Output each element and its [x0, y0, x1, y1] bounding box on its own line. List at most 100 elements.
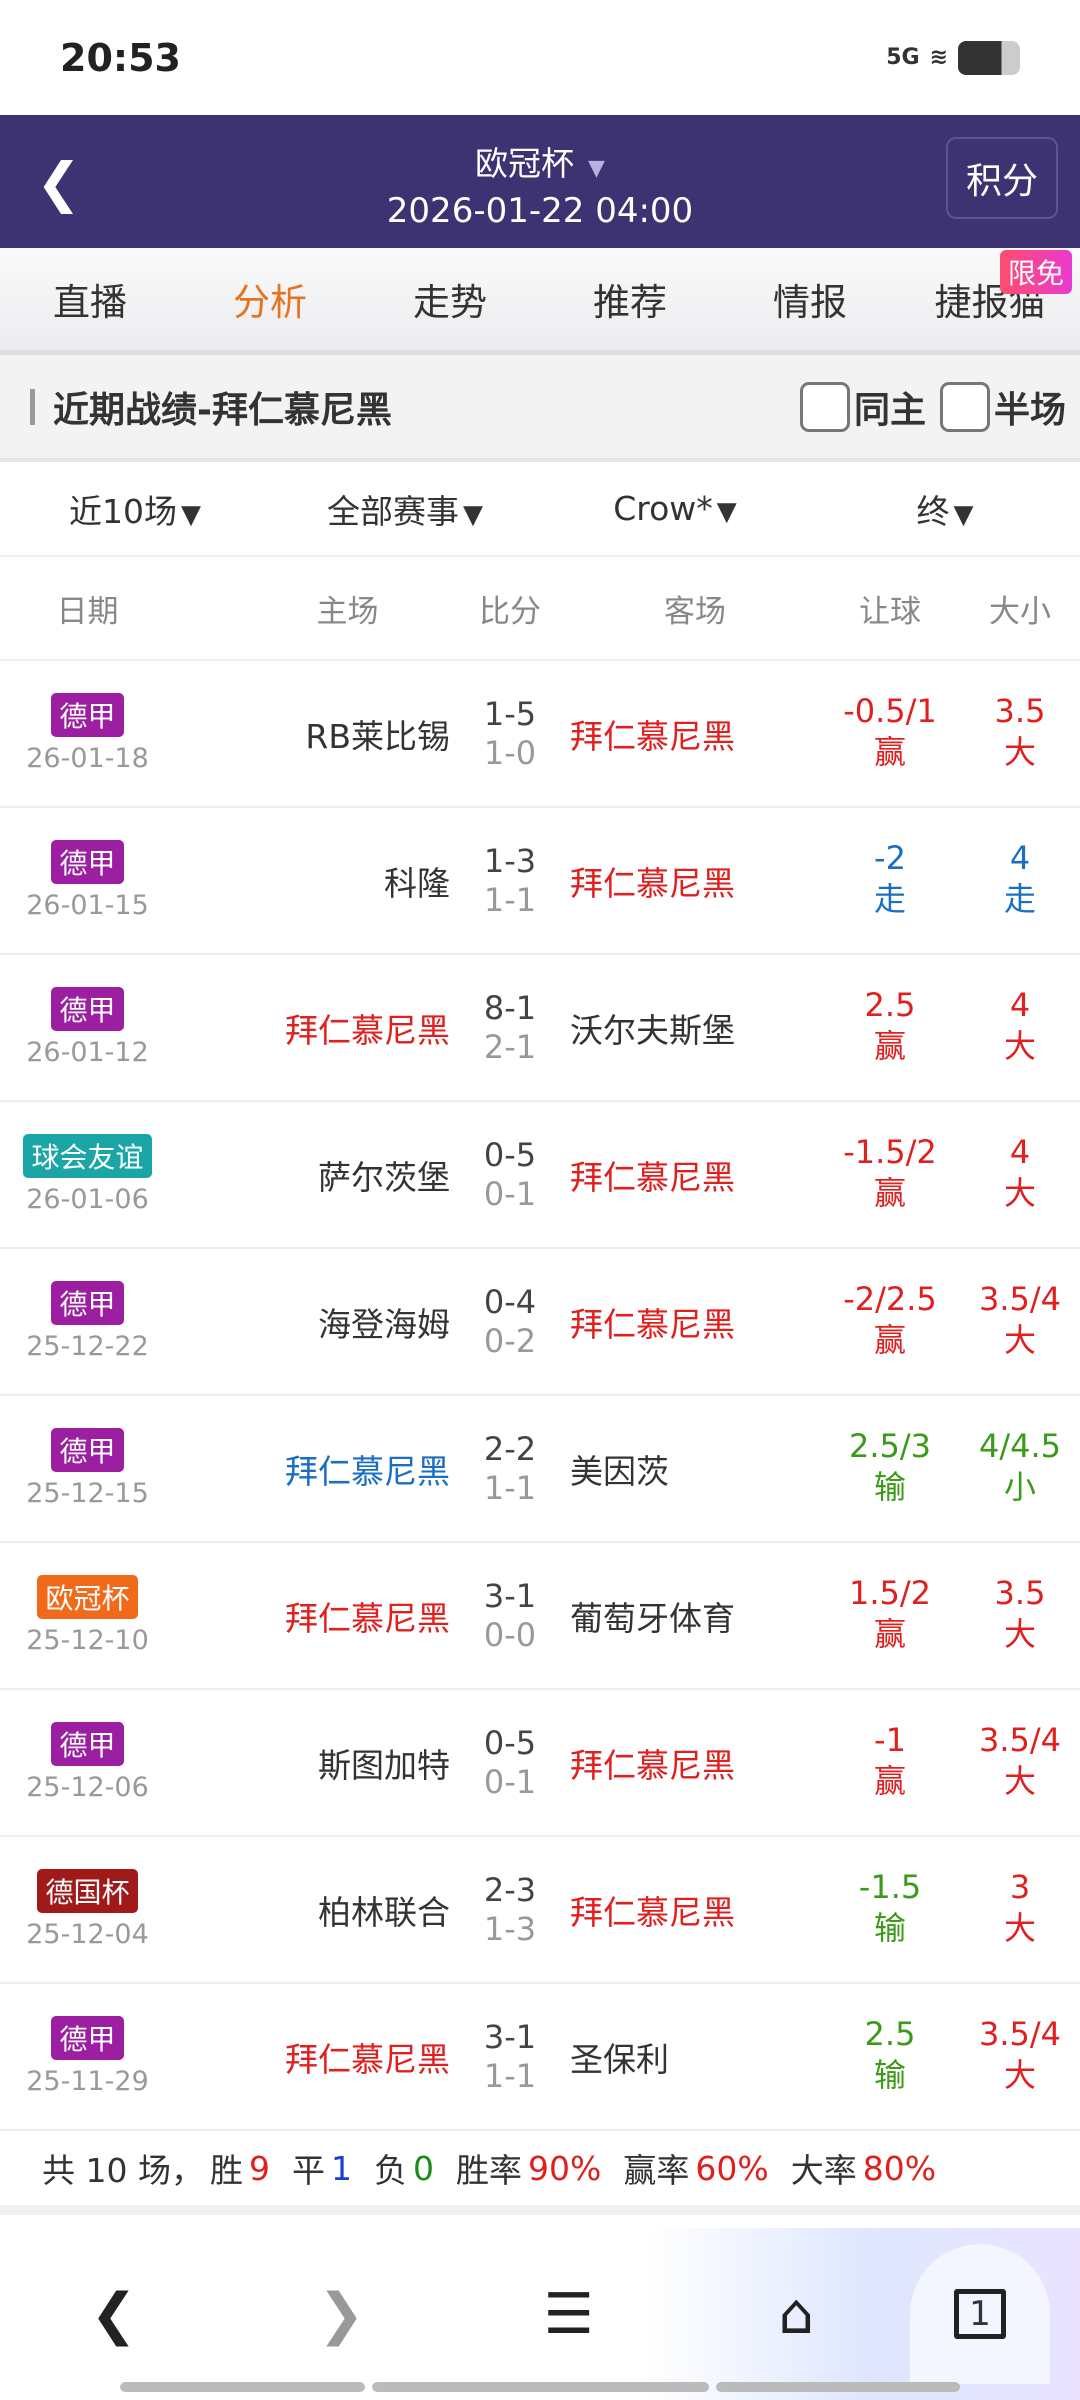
away-team: 美因茨 — [570, 1451, 669, 1491]
half-score: 1-1 — [483, 880, 537, 919]
ou-result: 大 — [1003, 1027, 1036, 1066]
home-icon[interactable]: ⌂ — [778, 2281, 815, 2347]
tabs-button[interactable]: 1 — [910, 2244, 1050, 2384]
handicap-result: 走 — [873, 880, 906, 919]
match-date: 25-11-29 — [26, 2066, 149, 2097]
total-label: 共 10 场， — [42, 2151, 204, 2190]
table-row[interactable]: 球会友谊 26-01-06 萨尔茨堡 0-5 0-1 拜仁慕尼黑 -1.5/2 赢 4… — [0, 1102, 1080, 1249]
menu-icon[interactable]: ☰ — [543, 2281, 594, 2347]
section-title: 近期战绩-拜仁慕尼黑 — [53, 389, 392, 431]
match-date: 26-01-12 — [26, 1037, 149, 1068]
same-home-checkbox[interactable]: 同主 — [799, 381, 926, 433]
half-score: 1-1 — [483, 2056, 537, 2095]
section-header: 近期战绩-拜仁慕尼黑 同主 半场 — [0, 355, 1080, 462]
filter-dropdown-3[interactable]: 终 ▼ — [810, 485, 1080, 533]
tab-0[interactable]: 直播 — [53, 281, 127, 324]
filter-dropdown-2[interactable]: Crow* ▼ — [540, 489, 810, 528]
league-badge: 德甲 — [51, 840, 124, 884]
handicap-line: -1.5/2 — [843, 1132, 937, 1171]
back-nav-icon[interactable]: ❮ — [90, 2281, 138, 2347]
handicap-result: 输 — [873, 1909, 906, 1948]
handicap-result: 输 — [873, 1468, 906, 1507]
table-row[interactable]: 德甲 25-12-06 斯图加特 0-5 0-1 拜仁慕尼黑 -1 赢 3.5/4 大 — [0, 1690, 1080, 1837]
ou-line: 4 — [1009, 1132, 1031, 1171]
tab-4[interactable]: 情报 — [773, 281, 847, 324]
half-score: 1-3 — [483, 1909, 537, 1948]
league-badge: 德甲 — [51, 2016, 124, 2060]
away-team: 拜仁慕尼黑 — [570, 1745, 735, 1785]
home-team: RB莱比锡 — [305, 716, 450, 756]
full-score: 0-5 — [483, 1724, 537, 1763]
col-home: 主场 — [316, 593, 379, 630]
handicap-line: 1.5/2 — [848, 1573, 932, 1612]
handicap-line: 2.5/3 — [848, 1426, 932, 1465]
handicap-line: -2/2.5 — [843, 1279, 937, 1318]
ou-result: 大 — [1003, 2056, 1036, 2095]
ou-result: 大 — [1003, 1909, 1036, 1948]
handicap-result: 输 — [873, 2056, 906, 2095]
signal-icon: 5G — [886, 45, 920, 70]
home-team: 萨尔茨堡 — [318, 1157, 450, 1197]
ou-line: 3.5/4 — [978, 1279, 1062, 1318]
half-score: 1-0 — [483, 733, 537, 772]
league-badge: 德甲 — [51, 1281, 124, 1325]
match-date: 26-01-06 — [26, 1184, 149, 1215]
table-row[interactable]: 欧冠杯 25-12-10 拜仁慕尼黑 3-1 0-0 葡萄牙体育 1.5/2 赢 3.… — [0, 1543, 1080, 1690]
competition-title: 欧冠杯 — [475, 144, 575, 183]
dropdown-icon: ▼ — [463, 499, 483, 530]
ou-result: 大 — [1003, 1321, 1036, 1360]
win-rate-label: 胜率 — [455, 2151, 522, 2190]
forward-nav-icon[interactable]: ❯ — [317, 2281, 365, 2347]
cover-rate-label: 赢率 — [623, 2151, 690, 2190]
loss-label: 负 — [373, 2151, 407, 2190]
handicap-result: 赢 — [873, 733, 906, 772]
full-score: 2-3 — [483, 1871, 537, 1910]
half-score: 0-2 — [483, 1321, 537, 1360]
competition-selector[interactable]: 欧冠杯 ▼ — [0, 115, 1080, 185]
table-row[interactable]: 德甲 25-11-29 拜仁慕尼黑 3-1 1-1 圣保利 2.5 输 3.5/4 大 — [0, 1984, 1080, 2131]
status-bar: 20:53 5G ≋ — [0, 0, 1080, 115]
free-badge: 限免 — [999, 250, 1072, 294]
away-team: 拜仁慕尼黑 — [570, 863, 735, 903]
league-badge: 德甲 — [51, 693, 124, 737]
away-team: 拜仁慕尼黑 — [570, 1157, 735, 1197]
same-home-label: 同主 — [853, 389, 926, 431]
table-row[interactable]: 德甲 25-12-22 海登海姆 0-4 0-2 拜仁慕尼黑 -2/2.5 赢 3.5… — [0, 1249, 1080, 1396]
handicap-result: 赢 — [873, 1027, 906, 1066]
gesture-handle — [716, 2382, 960, 2392]
checkbox-icon — [799, 381, 850, 432]
tab-1[interactable]: 分析 — [233, 281, 307, 324]
match-date: 26-01-15 — [26, 890, 149, 921]
tab-3[interactable]: 推荐 — [593, 281, 667, 324]
table-header: 日期 主场 比分 客场 让球 大小 — [0, 557, 1080, 661]
full-score: 3-1 — [483, 2018, 537, 2057]
filter-dropdown-0[interactable]: 近10场 ▼ — [0, 485, 270, 533]
handicap-line: -1 — [874, 1720, 906, 1759]
ou-line: 3.5/4 — [978, 2014, 1062, 2053]
filter-label: Crow* — [613, 489, 713, 528]
away-team: 沃尔夫斯堡 — [570, 1010, 735, 1050]
gesture-handle — [372, 2382, 709, 2392]
half-label: 半场 — [993, 389, 1066, 431]
back-icon[interactable]: ❮ — [36, 151, 82, 214]
ou-line: 4 — [1009, 838, 1031, 877]
league-badge: 球会友谊 — [23, 1134, 152, 1178]
col-date: 日期 — [56, 593, 119, 630]
standings-button[interactable]: 积分 — [946, 137, 1058, 219]
filter-dropdown-1[interactable]: 全部赛事 ▼ — [270, 485, 540, 533]
over-rate-label: 大率 — [790, 2151, 857, 2190]
ou-line: 4 — [1009, 985, 1031, 1024]
draw-label: 平 — [291, 2151, 325, 2190]
wifi-icon: ≋ — [929, 45, 948, 70]
handicap-line: 2.5 — [864, 2014, 916, 2053]
tab-2[interactable]: 走势 — [413, 281, 487, 324]
half-time-checkbox[interactable]: 半场 — [939, 381, 1066, 433]
half-score: 0-1 — [483, 1174, 537, 1213]
dropdown-icon: ▼ — [953, 499, 974, 530]
table-row[interactable]: 德甲 25-12-15 拜仁慕尼黑 2-2 1-1 美因茨 2.5/3 输 4/4.5… — [0, 1396, 1080, 1543]
table-row[interactable]: 德甲 26-01-18 RB莱比锡 1-5 1-0 拜仁慕尼黑 -0.5/1 赢 3.… — [0, 661, 1080, 808]
